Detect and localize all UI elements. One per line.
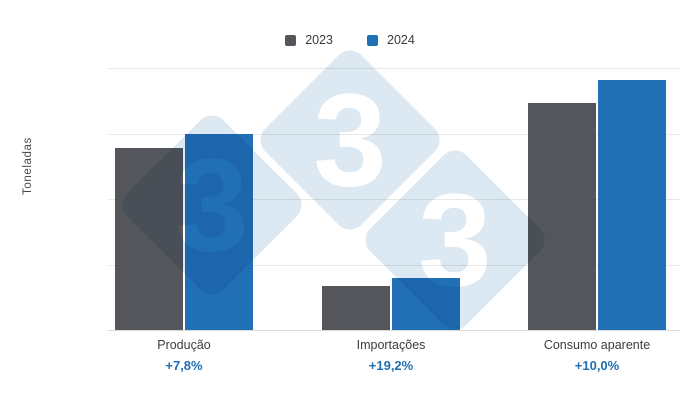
category-label: Produção xyxy=(157,338,211,352)
legend-label-2024: 2024 xyxy=(387,33,415,47)
bar-2023-produção[interactable] xyxy=(115,148,183,330)
category-label: Importações xyxy=(356,338,426,352)
category-label: Consumo aparente xyxy=(543,338,651,352)
bar-2023-consumo-aparente[interactable] xyxy=(528,103,596,330)
chart-legend: 2023 2024 xyxy=(0,34,700,47)
x-axis-category-3: Consumo aparente +10,0% xyxy=(497,338,697,373)
bar-2024-importações[interactable] xyxy=(392,278,460,330)
legend-swatch-2023-icon xyxy=(285,34,297,46)
category-change-annotation: +19,2% xyxy=(368,358,414,373)
x-axis-category-1: Produção +7,8% xyxy=(84,338,284,373)
legend-item-2024[interactable]: 2024 xyxy=(367,34,415,47)
bar-2024-consumo-aparente[interactable] xyxy=(598,80,666,330)
category-change-annotation: +10,0% xyxy=(574,358,620,373)
gridline xyxy=(108,68,680,69)
x-axis-category-2: Importações +19,2% xyxy=(291,338,491,373)
plot-area: 0,00200 000400 000600 000800 000 xyxy=(108,60,680,331)
legend-swatch-2024-icon xyxy=(367,34,378,46)
bar-2023-importações[interactable] xyxy=(322,286,390,330)
y-axis-title: Toneladas xyxy=(22,137,34,195)
legend-label-2023: 2023 xyxy=(305,33,333,47)
category-change-annotation: +7,8% xyxy=(165,358,203,373)
legend-item-2023[interactable]: 2023 xyxy=(285,34,333,47)
x-axis-line xyxy=(108,330,680,331)
bar-2024-produção[interactable] xyxy=(185,133,253,330)
